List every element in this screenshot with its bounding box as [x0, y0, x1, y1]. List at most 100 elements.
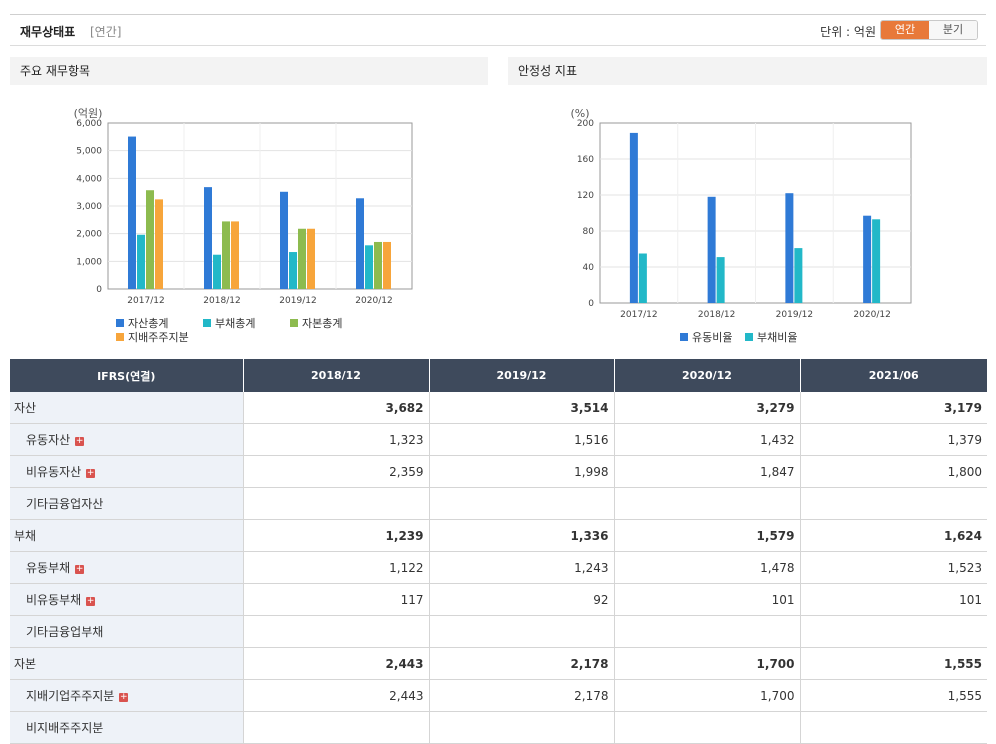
- y-tick-label: 160: [577, 155, 594, 165]
- y-axis-label: (%): [570, 107, 589, 120]
- row-label: 지배기업주주지분 +: [10, 679, 243, 712]
- table-row: 유동부채 +1,122 1,243 1,478 1,523: [10, 551, 987, 584]
- quarter-tab[interactable]: 분기: [929, 21, 977, 39]
- legend-label: 지배주주지분: [128, 331, 189, 344]
- bar-유동비율-2017/12: [629, 132, 638, 303]
- column-header: 2020/12: [613, 359, 800, 392]
- period-toggle: 연간 분기: [880, 20, 978, 40]
- row-label-text: 유동자산: [26, 433, 71, 447]
- y-tick-label: 5,000: [76, 147, 102, 157]
- legend-label: 부채비율: [757, 331, 797, 344]
- table-cell: 2,443: [242, 679, 429, 712]
- row-label-text: 자산: [14, 401, 37, 415]
- row-label: 부채: [10, 519, 243, 552]
- bar-자산총계-2019/12: [280, 191, 288, 289]
- column-header: IFRS(연결): [10, 359, 243, 392]
- column-header: 2018/12: [242, 359, 429, 392]
- legend-label: 부채총계: [215, 317, 255, 330]
- expand-plus-icon[interactable]: +: [75, 564, 85, 574]
- table-cell: 1,323: [242, 423, 429, 456]
- row-label-text: 비유동부채: [26, 593, 82, 607]
- table-cell: 117: [242, 583, 429, 616]
- bar-유동비율-2019/12: [785, 193, 794, 303]
- bar-자본총계-2018/12: [222, 221, 230, 289]
- bar-부채총계-2018/12: [213, 254, 221, 289]
- row-label-text: 자본: [14, 657, 37, 671]
- financial-table: IFRS(연결) 2018/12 2019/12 2020/12 2021/06…: [10, 359, 987, 744]
- expand-plus-icon[interactable]: +: [119, 692, 129, 702]
- y-tick-label: 120: [577, 191, 594, 201]
- row-label-text: 지배기업주주지분: [26, 689, 115, 703]
- bar-자본총계-2019/12: [298, 228, 306, 289]
- bar-유동비율-2018/12: [707, 196, 716, 303]
- table-cell: [613, 487, 800, 520]
- x-tick-label: 2019/12: [776, 310, 813, 320]
- bar-지배주주지분-2019/12: [307, 228, 315, 289]
- expand-plus-icon[interactable]: +: [86, 596, 96, 606]
- table-row: 비유동자산 +2,359 1,998 1,847 1,800: [10, 455, 987, 488]
- y-tick-label: 200: [577, 119, 594, 129]
- unit-label: 단위 : 억원: [820, 25, 876, 39]
- bar-자본총계-2020/12: [374, 241, 382, 289]
- table-cell: [428, 487, 614, 520]
- bar-유동비율-2020/12: [863, 215, 872, 303]
- table-cell: 1,579: [613, 519, 800, 552]
- table-cell: 3,279: [613, 392, 800, 424]
- y-tick-label: 3,000: [76, 202, 102, 212]
- legend-swatch: [290, 319, 298, 327]
- x-tick-label: 2020/12: [853, 310, 890, 320]
- expand-plus-icon[interactable]: +: [86, 468, 96, 478]
- table-cell: [613, 615, 800, 648]
- bar-자산총계-2018/12: [204, 187, 212, 289]
- panel-title: 안정성 지표: [508, 57, 987, 85]
- x-tick-label: 2017/12: [620, 310, 657, 320]
- legend-swatch: [680, 333, 688, 341]
- section-title: 재무상태표: [20, 25, 76, 39]
- row-label: 비지배주주지분: [10, 711, 243, 744]
- table-cell: [799, 711, 987, 744]
- table-cell: 92: [428, 583, 614, 616]
- row-label-text: 비지배주주지분: [26, 721, 104, 735]
- y-tick-label: 6,000: [76, 119, 102, 129]
- table-cell: 2,443: [242, 647, 429, 680]
- table-row: 기타금융업부채: [10, 615, 987, 648]
- table-row: 비유동부채 +117 92 101 101: [10, 583, 987, 616]
- y-tick-label: 0: [588, 299, 594, 309]
- table-cell: 1,700: [613, 679, 800, 712]
- section-header: 재무상태표 [연간] 단위 : 억원 연간 분기: [10, 14, 986, 46]
- bar-지배주주지분-2018/12: [231, 221, 239, 289]
- x-tick-label: 2017/12: [127, 296, 164, 306]
- table-cell: 1,122: [242, 551, 429, 584]
- bar-지배주주지분-2017/12: [155, 199, 163, 289]
- row-label: 비유동자산 +: [10, 455, 243, 488]
- legend-swatch: [116, 333, 124, 341]
- legend-swatch: [745, 333, 753, 341]
- table-cell: 1,523: [799, 551, 987, 584]
- panel-major-items: 주요 재무항목 (억원) 0 1,000 2,000 3,000 4,000 5,000 6,…: [10, 57, 488, 357]
- row-label: 자산: [10, 392, 243, 424]
- bar-부채총계-2017/12: [137, 234, 145, 289]
- stability-chart: (%) 0 40 80 120 160 200 2017/12 2018/12 2019/12 20…: [570, 107, 912, 344]
- y-tick-label: 4,000: [76, 174, 102, 184]
- table-cell: 1,478: [613, 551, 800, 584]
- annual-tab[interactable]: 연간: [881, 21, 929, 39]
- table-cell: 1,239: [242, 519, 429, 552]
- table-cell: 1,516: [428, 423, 614, 456]
- bar-부채비율-2019/12: [794, 248, 803, 303]
- table-row: 자본 2,443 2,178 1,700 1,555: [10, 647, 987, 680]
- table-cell: 1,998: [428, 455, 614, 488]
- expand-plus-icon[interactable]: +: [75, 436, 85, 446]
- row-label: 자본: [10, 647, 243, 680]
- panel-title: 주요 재무항목: [10, 57, 488, 85]
- bar-부채비율-2017/12: [638, 253, 647, 303]
- table-cell: [613, 711, 800, 744]
- x-tick-label: 2018/12: [698, 310, 735, 320]
- table-cell: 1,432: [613, 423, 800, 456]
- legend-swatch: [203, 319, 211, 327]
- bar-자산총계-2017/12: [128, 136, 136, 289]
- x-tick-label: 2018/12: [203, 296, 240, 306]
- table-cell: [242, 487, 429, 520]
- table-row: 지배기업주주지분 +2,443 2,178 1,700 1,555: [10, 679, 987, 712]
- row-label-text: 기타금융업자산: [26, 497, 104, 511]
- table-cell: [242, 615, 429, 648]
